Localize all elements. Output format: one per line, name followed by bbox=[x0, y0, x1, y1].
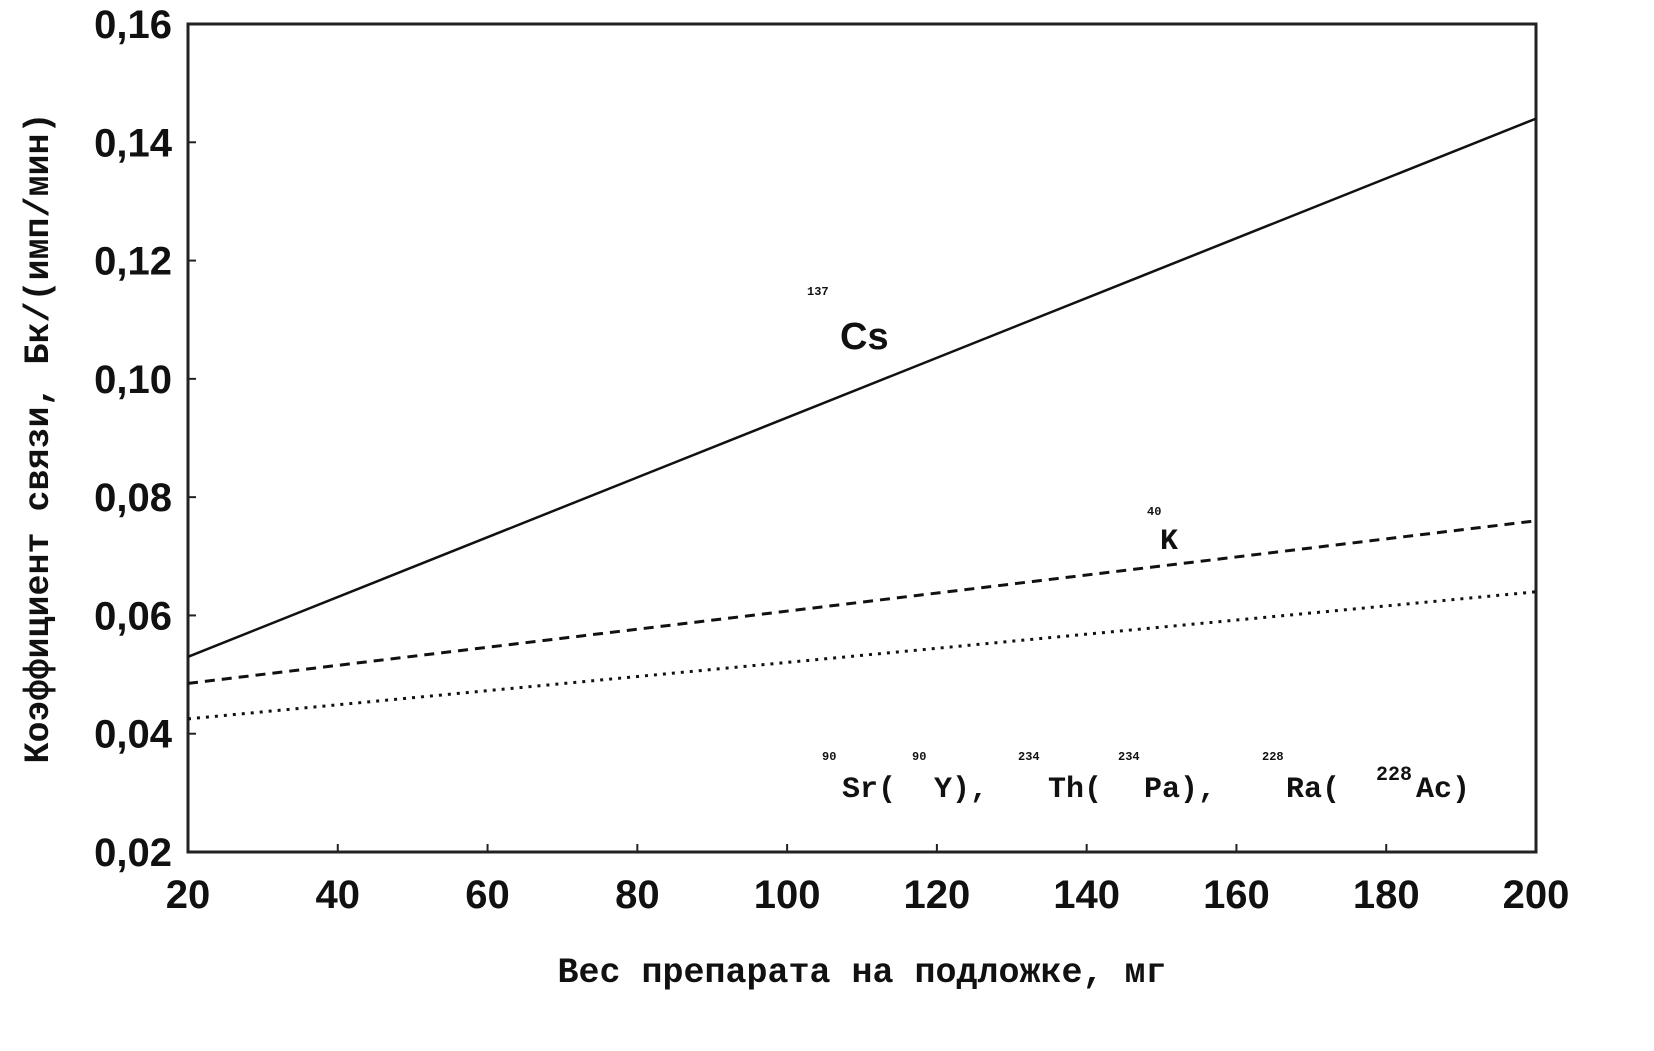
series-label-part-6: Ac) bbox=[1416, 773, 1470, 807]
series-label-part-5: Ra( bbox=[1286, 773, 1340, 807]
series-line-k bbox=[187, 519, 1537, 685]
series-label-sup-2: 90 bbox=[912, 750, 926, 764]
x-tick-label: 120 bbox=[904, 873, 971, 917]
x-tick-label: 20 bbox=[166, 873, 211, 917]
y-tick-label: 0,02 bbox=[94, 831, 172, 875]
plot-frame bbox=[186, 22, 1538, 854]
y-axis-ticks: 0,02 0,04 0,06 0,08 0,10 0,12 0,14 0,16 bbox=[94, 3, 196, 875]
series-label-k-main: K bbox=[1160, 525, 1178, 559]
series-label-k: 40 K bbox=[1147, 505, 1178, 559]
y-tick-label: 0,12 bbox=[94, 240, 172, 284]
y-tick-label: 0,06 bbox=[94, 594, 172, 638]
series-label-sup-4: 234 bbox=[1118, 750, 1140, 764]
series-label-part-4: Pa), bbox=[1144, 773, 1216, 807]
series-label-k-sup: 40 bbox=[1147, 505, 1161, 519]
series-label-sr-th-ra: 90 Sr( 90 Y), 234 Th( 234 Pa), 228 Ra( 2… bbox=[822, 750, 1470, 807]
series-label-cs-sup: 137 bbox=[807, 285, 829, 299]
x-axis-ticks: 20 40 60 80 100 120 140 160 180 200 bbox=[166, 844, 1570, 917]
y-tick-label: 0,16 bbox=[94, 3, 172, 47]
y-tick-label: 0,04 bbox=[94, 713, 173, 757]
x-tick-label: 200 bbox=[1503, 873, 1570, 917]
series-label-cs-main: Cs bbox=[840, 316, 889, 358]
series-line-sr-th-ra bbox=[187, 590, 1537, 721]
series-label-sup-6: 228 bbox=[1376, 764, 1412, 787]
x-axis-label: Вес препарата на подложке, мг bbox=[557, 953, 1166, 993]
x-tick-label: 40 bbox=[316, 873, 361, 917]
series-label-sup-3: 234 bbox=[1018, 750, 1040, 764]
series-lines bbox=[187, 117, 1537, 721]
x-tick-label: 160 bbox=[1203, 873, 1270, 917]
x-tick-label: 180 bbox=[1353, 873, 1420, 917]
series-label-sup-1: 90 bbox=[822, 750, 836, 764]
y-tick-label: 0,14 bbox=[94, 121, 173, 165]
y-axis-label: Коэффициент связи, Бк/(имп/мин) bbox=[19, 112, 59, 763]
series-label-part-2: Y), bbox=[934, 773, 988, 807]
series-label-part-1: Sr( bbox=[842, 773, 896, 807]
x-tick-label: 60 bbox=[465, 873, 510, 917]
series-label-sup-5: 228 bbox=[1262, 750, 1284, 764]
y-tick-label: 0,08 bbox=[94, 476, 172, 520]
x-tick-label: 100 bbox=[754, 873, 821, 917]
series-line-cs bbox=[187, 117, 1537, 658]
x-tick-label: 80 bbox=[615, 873, 660, 917]
y-tick-label: 0,10 bbox=[94, 358, 172, 402]
series-label-cs: 137 Cs bbox=[807, 285, 889, 358]
x-tick-label: 140 bbox=[1053, 873, 1120, 917]
series-label-part-3: Th( bbox=[1048, 773, 1102, 807]
